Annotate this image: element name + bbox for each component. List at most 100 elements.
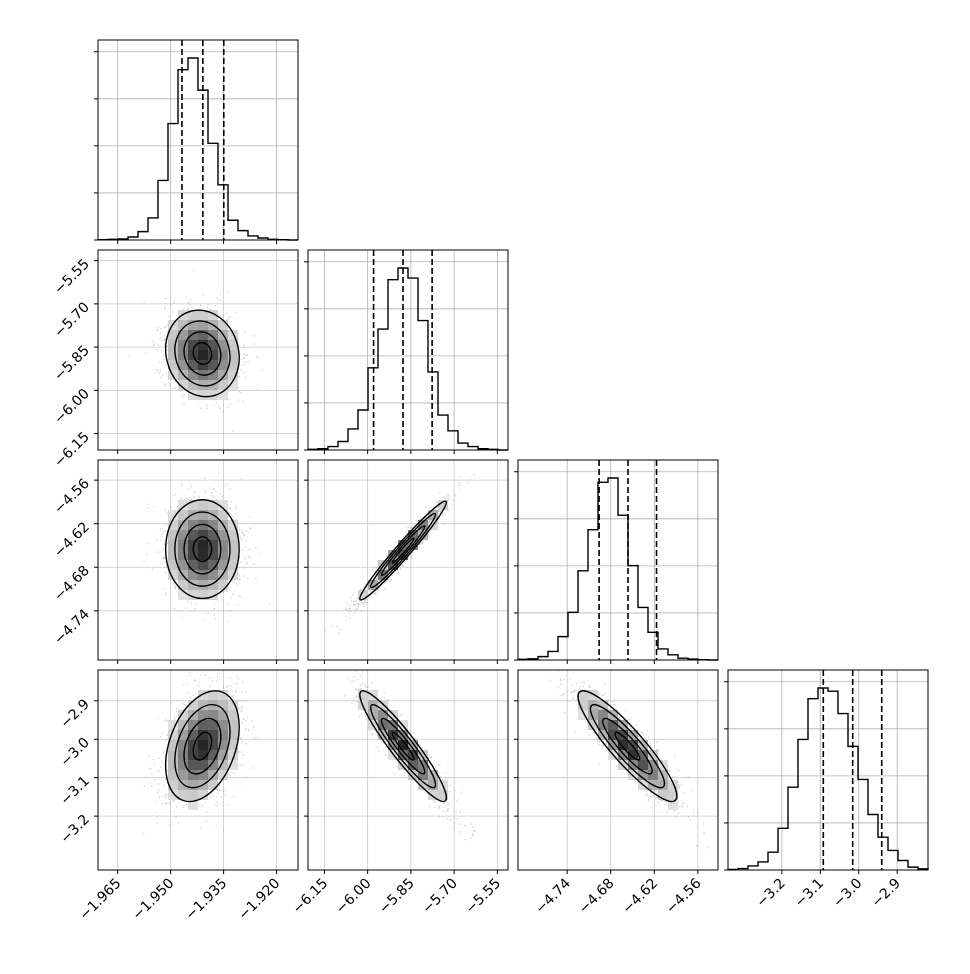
density-cell bbox=[408, 760, 418, 770]
contour-3 bbox=[359, 500, 448, 601]
density-cell bbox=[188, 590, 198, 600]
density-cell bbox=[598, 710, 608, 720]
density-cell bbox=[228, 380, 238, 390]
density-cell bbox=[178, 580, 188, 590]
pair-panel-2-1 bbox=[307, 459, 509, 661]
density-cell bbox=[188, 320, 198, 330]
density-cell bbox=[168, 790, 178, 800]
density-cell bbox=[198, 700, 208, 710]
density-cell bbox=[208, 540, 218, 550]
density-cell bbox=[658, 790, 668, 800]
density-cell bbox=[188, 380, 198, 390]
contour-2 bbox=[174, 511, 231, 587]
contour-0 bbox=[192, 731, 213, 761]
density-cell bbox=[218, 550, 228, 560]
density-cell bbox=[598, 700, 608, 710]
density-cell bbox=[228, 720, 238, 730]
hist-frame-2 bbox=[517, 459, 719, 661]
contour-0 bbox=[614, 731, 641, 761]
y-tick-label: −3.0 bbox=[57, 735, 92, 770]
density-cell bbox=[228, 530, 238, 540]
density-cell bbox=[648, 760, 658, 770]
density-cell bbox=[188, 570, 198, 580]
x-tick-label: −1.920 bbox=[235, 876, 283, 924]
density-cell bbox=[198, 690, 208, 700]
density-cell bbox=[218, 740, 228, 750]
density-cell bbox=[218, 360, 228, 370]
histogram-1 bbox=[307, 267, 508, 451]
density-cell bbox=[208, 390, 218, 400]
density-cell bbox=[358, 590, 368, 600]
density-cell bbox=[178, 770, 188, 780]
density-cell bbox=[188, 790, 198, 800]
density-cell bbox=[228, 360, 238, 370]
density-cell bbox=[178, 330, 188, 340]
density-cell bbox=[198, 770, 208, 780]
density-cell bbox=[218, 390, 228, 400]
density-cell bbox=[208, 350, 218, 360]
pair-inner bbox=[98, 250, 298, 450]
density-cell bbox=[208, 760, 218, 770]
y-tick-label: −4.68 bbox=[51, 563, 93, 605]
density-cell bbox=[208, 360, 218, 370]
density-cell bbox=[218, 700, 228, 710]
contour-2 bbox=[369, 703, 437, 789]
density-cell bbox=[178, 760, 188, 770]
density-cell bbox=[198, 350, 208, 360]
density-cell bbox=[198, 550, 208, 560]
density-cell bbox=[638, 760, 648, 770]
density-cell bbox=[208, 530, 218, 540]
density-cell bbox=[168, 360, 178, 370]
density-cell bbox=[178, 730, 188, 740]
contour-1 bbox=[602, 717, 653, 775]
y-tick-label: −4.56 bbox=[51, 476, 93, 518]
density-cell bbox=[378, 560, 388, 570]
density-cell bbox=[218, 730, 228, 740]
density-cell bbox=[218, 750, 228, 760]
density-cell bbox=[178, 740, 188, 750]
contour-3 bbox=[164, 309, 240, 398]
density-cell bbox=[228, 710, 238, 720]
density-cell bbox=[218, 500, 228, 510]
density-cell bbox=[398, 550, 408, 560]
x-tick-label: −1.965 bbox=[77, 876, 125, 924]
density-cell bbox=[178, 380, 188, 390]
density-cell bbox=[638, 750, 648, 760]
x-tick-label: −1.950 bbox=[130, 876, 178, 924]
density-cell bbox=[188, 560, 198, 570]
density-cell bbox=[228, 370, 238, 380]
density-cell bbox=[228, 350, 238, 360]
density-cell bbox=[628, 750, 638, 760]
density-cell bbox=[428, 780, 438, 790]
contour-2 bbox=[174, 703, 231, 789]
density-cell bbox=[188, 340, 198, 350]
density-cell bbox=[408, 740, 418, 750]
contour-0 bbox=[192, 536, 213, 563]
density-cell bbox=[398, 760, 408, 770]
density-cell bbox=[668, 800, 678, 810]
histogram-2 bbox=[517, 477, 718, 661]
density-cell bbox=[218, 540, 228, 550]
density-cell bbox=[618, 740, 628, 750]
density-cell bbox=[218, 570, 228, 580]
x-tick-label: −3.0 bbox=[830, 876, 865, 911]
density-cell bbox=[198, 510, 208, 520]
pair-inner bbox=[98, 670, 298, 870]
contour-1 bbox=[183, 717, 222, 775]
density-cell bbox=[188, 730, 198, 740]
contour-0 bbox=[192, 341, 213, 365]
hist-frame-0 bbox=[97, 39, 299, 241]
density-cell bbox=[198, 730, 208, 740]
density-cell bbox=[208, 720, 218, 730]
density-cell bbox=[198, 760, 208, 770]
density-cell bbox=[168, 560, 178, 570]
density-cell bbox=[198, 390, 208, 400]
density-cell bbox=[188, 520, 198, 530]
density-cell bbox=[608, 720, 618, 730]
density-cell bbox=[198, 500, 208, 510]
density-cell bbox=[188, 540, 198, 550]
density-cell bbox=[418, 750, 428, 760]
density-cell bbox=[198, 540, 208, 550]
